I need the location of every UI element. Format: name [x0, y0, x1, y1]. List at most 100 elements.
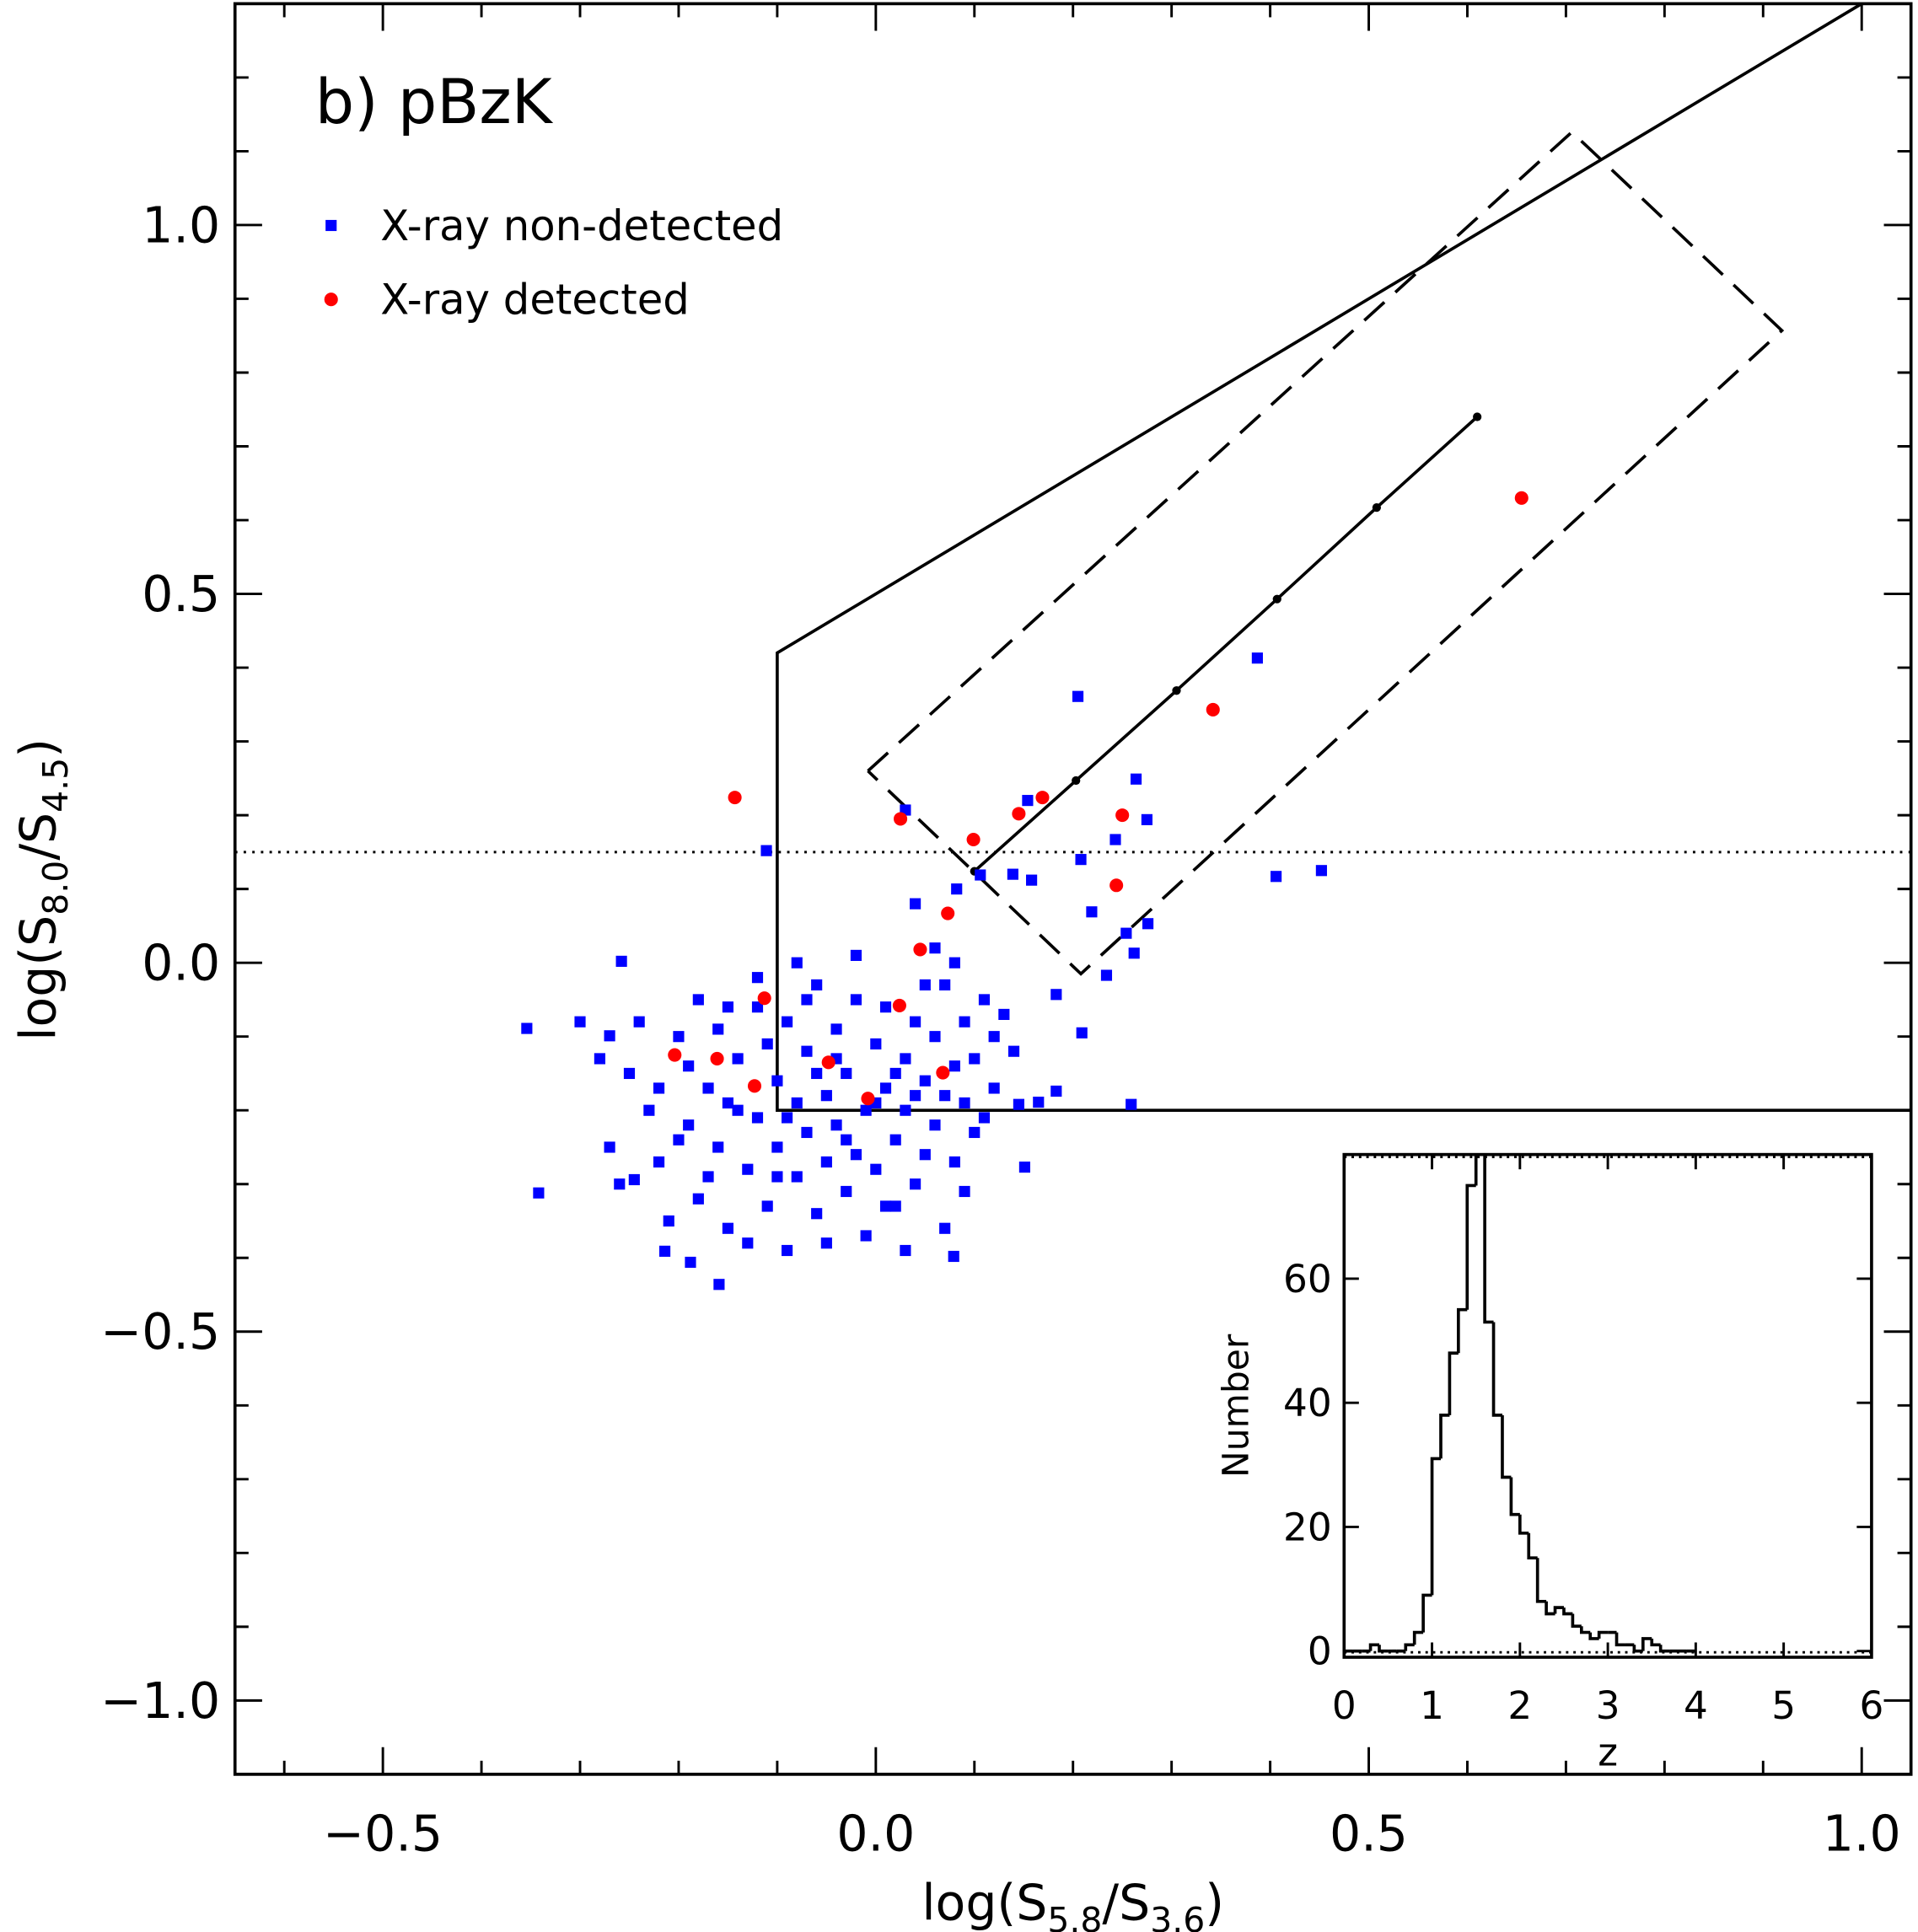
data-point: [791, 1097, 803, 1109]
data-point: [841, 1067, 852, 1080]
data-point: [643, 1104, 655, 1116]
data-point: [919, 1149, 931, 1161]
inset-y-tick-label: 40: [1283, 1381, 1332, 1425]
x-axis-label: log(S5.8/S3.6): [921, 1874, 1224, 1932]
legend-label: X-ray detected: [380, 276, 690, 325]
data-point: [1033, 1097, 1045, 1108]
legend-marker: [324, 292, 338, 307]
data-point: [712, 1141, 724, 1153]
data-point: [713, 1279, 725, 1291]
legend-label: X-ray non-detected: [380, 201, 783, 250]
data-point: [936, 1065, 950, 1080]
histogram-bar: [1412, 1630, 1424, 1645]
data-point: [1315, 865, 1327, 877]
data-point: [889, 1134, 901, 1146]
data-point: [988, 1082, 1000, 1094]
data-point: [892, 998, 906, 1012]
data-point: [929, 942, 941, 954]
data-point: [850, 1149, 862, 1161]
data-point: [1018, 1162, 1030, 1173]
data-point: [1115, 808, 1130, 823]
data-point: [1514, 491, 1528, 505]
data-point: [1141, 813, 1152, 825]
x-axis-label-sub: 3.6: [1150, 1900, 1205, 1932]
data-point: [988, 1031, 1000, 1043]
data-point: [910, 1178, 921, 1190]
histogram-bar: [1465, 1183, 1476, 1310]
histogram-bar: [1527, 1532, 1538, 1560]
data-point: [623, 1067, 636, 1080]
data-point: [751, 1112, 764, 1124]
data-point: [948, 1156, 960, 1168]
region-line: [776, 3, 1911, 1113]
data-point: [1026, 874, 1038, 886]
data-point: [929, 1031, 941, 1043]
inset-area: [1344, 1154, 1696, 1653]
data-point: [1022, 795, 1034, 807]
data-point: [929, 1119, 941, 1131]
data-point: [722, 1001, 734, 1013]
inset-y-tick-label: 20: [1283, 1505, 1332, 1549]
data-point: [879, 1001, 892, 1013]
data-point: [659, 1245, 671, 1257]
histogram-bar: [1641, 1637, 1652, 1651]
data-point: [521, 1022, 533, 1034]
data-point: [782, 1016, 793, 1028]
data-point: [959, 1185, 970, 1198]
data-point: [1206, 702, 1220, 717]
data-point: [966, 832, 980, 847]
y-axis-label-part: ): [9, 738, 67, 758]
data-point: [710, 1051, 724, 1065]
histogram-bar: [1509, 1477, 1520, 1516]
panel-label: b) pBzK: [315, 67, 554, 138]
histogram-bar: [1579, 1626, 1591, 1634]
x-axis-label-sub: 5.8: [1047, 1900, 1102, 1932]
plot-area: [234, 3, 1911, 1291]
data-point: [850, 949, 862, 961]
data-point: [889, 1200, 901, 1212]
data-point: [692, 1193, 704, 1205]
data-point: [673, 1031, 685, 1043]
histogram-bar: [1597, 1630, 1609, 1639]
data-point: [870, 1038, 882, 1050]
y-tick-label: −0.5: [100, 1303, 220, 1360]
data-point: [948, 957, 960, 969]
histogram-bar: [1614, 1632, 1625, 1647]
data-point: [747, 1079, 762, 1093]
histogram-bar: [1501, 1414, 1512, 1479]
data-point: [1271, 871, 1282, 883]
data-point: [959, 1016, 970, 1028]
histogram-bar: [1448, 1351, 1459, 1415]
data-point: [533, 1187, 545, 1199]
data-point: [841, 1185, 852, 1198]
data-point: [782, 1244, 793, 1257]
inset-x-tick-label: 3: [1596, 1683, 1620, 1728]
data-point: [668, 1048, 682, 1062]
data-point: [1072, 690, 1084, 702]
y-axis-label-part: /S: [9, 813, 67, 861]
region-line: [867, 130, 1785, 976]
data-point: [910, 1016, 921, 1028]
histogram-bar: [1553, 1606, 1564, 1614]
data-point: [663, 1215, 674, 1227]
y-axis-label-sub: 4.5: [35, 758, 76, 813]
data-point: [742, 1163, 754, 1175]
data-point: [900, 1053, 911, 1065]
inset-x-tick-label: 5: [1771, 1683, 1796, 1728]
data-point: [969, 1126, 980, 1139]
data-point: [791, 1171, 803, 1183]
inset-x-axis-label: z: [1598, 1731, 1618, 1775]
data-point: [941, 906, 955, 920]
x-tick-label: 0.0: [836, 1806, 915, 1863]
data-point: [604, 1141, 615, 1153]
data-point: [1251, 652, 1263, 664]
data-point: [939, 1222, 951, 1234]
data-point: [728, 791, 742, 805]
data-point: [594, 1053, 605, 1065]
data-point: [978, 1112, 991, 1124]
track-point: [1172, 686, 1181, 695]
histogram-bar: [1457, 1307, 1468, 1354]
histogram-bar: [1658, 1645, 1670, 1653]
data-point: [879, 1200, 892, 1212]
